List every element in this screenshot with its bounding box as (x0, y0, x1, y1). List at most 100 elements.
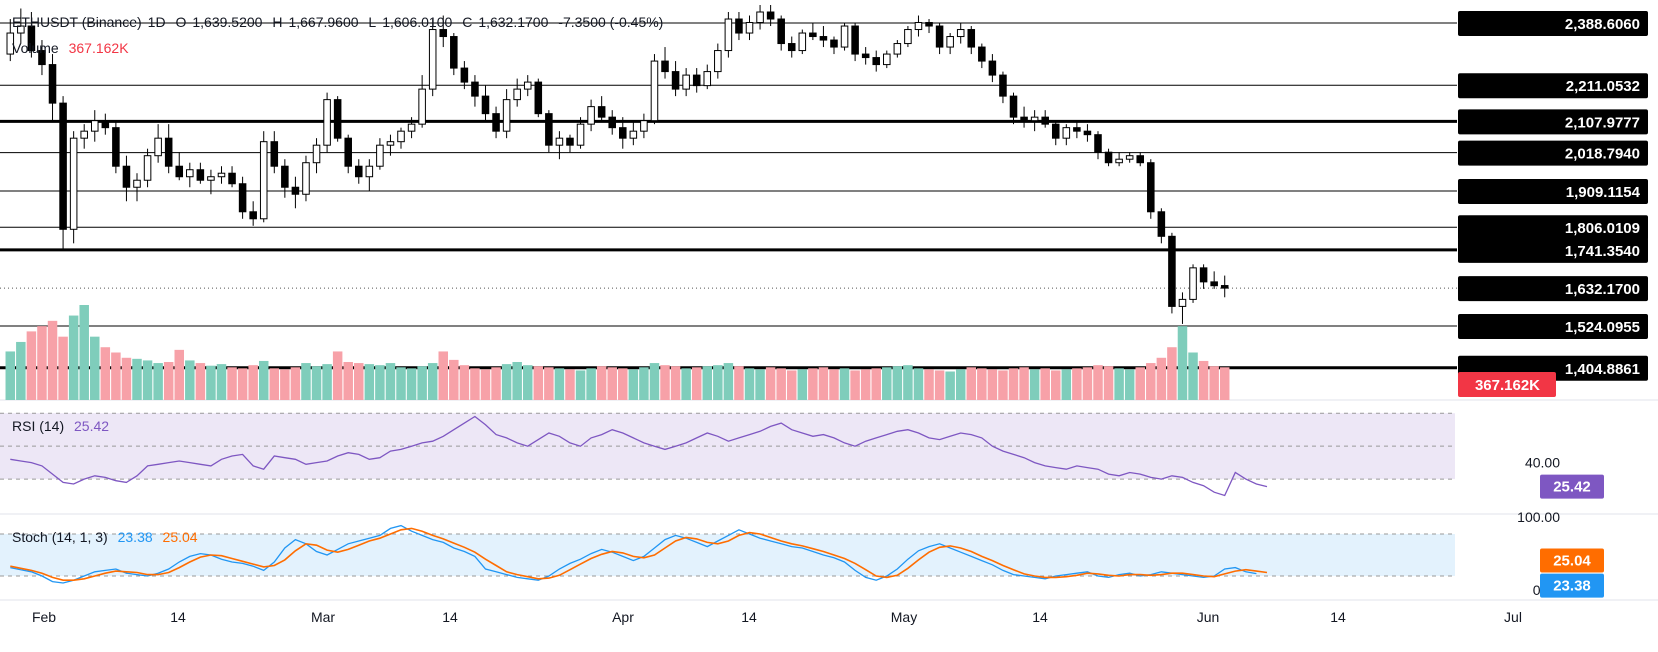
x-tick-label: Jul (1504, 609, 1522, 625)
volume-bar (1093, 365, 1103, 400)
open-value: 1,639.5200 (192, 14, 263, 30)
volume-bar (354, 363, 364, 400)
low-label: L (368, 14, 377, 30)
volume-bar (913, 368, 924, 400)
open-label: O (175, 14, 187, 30)
volume-bar (163, 362, 174, 400)
volume-bar (649, 363, 660, 400)
volume-bar (639, 367, 649, 400)
volume-bar (1082, 367, 1093, 400)
stoch-axis-top: 100.00 (1517, 509, 1560, 525)
volume-bar (248, 365, 258, 400)
rsi-name[interactable]: RSI (14) (12, 418, 65, 434)
candle-body (133, 179, 141, 188)
volume-bar (90, 336, 100, 400)
candle-body (1168, 235, 1176, 307)
candle-body (333, 99, 342, 139)
candle-body (376, 144, 384, 167)
volume-bar (16, 341, 26, 400)
volume-bar (68, 315, 79, 400)
volume-value-tag (1458, 372, 1556, 397)
stoch-k-tag-text: 23.38 (1553, 578, 1591, 595)
candle-body (1104, 151, 1113, 164)
candle-body (59, 102, 67, 230)
volume-bar (1219, 367, 1230, 400)
volume-bar (1135, 367, 1145, 400)
volume-bar (1072, 368, 1082, 400)
candle-body (1083, 130, 1092, 136)
volume-bar (850, 370, 860, 400)
candle-body (861, 53, 870, 59)
candle-body (238, 183, 247, 213)
volume-bar (438, 351, 449, 400)
rsi-value-tag-text: 25.42 (1553, 479, 1591, 496)
candle-body (1009, 95, 1018, 118)
volume-bar (185, 360, 195, 400)
x-tick-label: Mar (311, 609, 335, 625)
level-price-tag-text: 2,018.7940 (1565, 146, 1640, 163)
volume-bar (1114, 368, 1124, 400)
candle-body (566, 137, 574, 146)
candle-body (967, 29, 976, 48)
candle-body (69, 137, 78, 230)
volume-bar (459, 365, 470, 400)
volume-bar (1188, 352, 1198, 400)
volume-bar (977, 368, 987, 400)
candle-body (175, 165, 184, 178)
volume-bar (575, 370, 586, 400)
candle-body (1210, 281, 1218, 287)
symbol-label[interactable]: ETHUSDT (Binance) (12, 14, 142, 30)
candle-body (259, 141, 268, 220)
stoch-k-value: 23.38 (117, 529, 153, 545)
stoch-name[interactable]: Stoch (14, 1, 3) (12, 529, 108, 545)
volume-bar (37, 326, 47, 400)
volume-bar (5, 351, 16, 400)
candle-body (492, 113, 500, 132)
volume-bar (713, 365, 723, 400)
volume-bar (47, 320, 58, 400)
candle-body (112, 127, 120, 167)
candle-body (925, 22, 933, 27)
volume-bar (26, 331, 37, 400)
interval-label[interactable]: 1D (147, 14, 166, 30)
candle-body (671, 71, 680, 90)
candle-body (1094, 134, 1102, 153)
volume-bar (892, 366, 903, 400)
candle-body (523, 81, 532, 90)
volume-bar (375, 365, 385, 400)
time-axis: Feb 14 Mar 14 Apr 14 May 14 Jun 14 Jul (32, 609, 1522, 625)
volume-bar (755, 369, 765, 400)
volume-bar (691, 367, 702, 400)
volume-bar (955, 369, 966, 400)
candle-body (872, 57, 881, 66)
candle-body (450, 36, 458, 69)
candle-body (1030, 116, 1039, 122)
volume-bar (364, 364, 375, 400)
x-tick-label: May (891, 609, 917, 625)
candle-body (1136, 155, 1145, 164)
volume-bar (1008, 368, 1019, 400)
candle-body (914, 22, 923, 31)
rsi-axis-label: 40.00 (1525, 455, 1560, 471)
close-label: C (462, 14, 473, 30)
level-price-tag (1458, 140, 1648, 166)
candle-body (502, 99, 511, 132)
support-resistance-levels (0, 22, 1457, 370)
volume-bar (829, 369, 839, 400)
volume-bar (871, 368, 881, 400)
volume-bar (765, 367, 776, 400)
x-tick-label: 14 (1032, 609, 1048, 625)
volume-label[interactable]: Volume (12, 40, 59, 56)
volume-bar (1167, 347, 1177, 400)
volume-bar (290, 367, 301, 400)
candle-body (777, 18, 785, 45)
volume-legend: Volume 367.162K (12, 40, 135, 56)
candle-body (661, 60, 669, 73)
candle-body (397, 130, 405, 143)
candle-body (513, 88, 521, 101)
candle-body (1062, 127, 1071, 139)
volume-bar (1198, 360, 1209, 400)
candle-body (1115, 158, 1123, 164)
